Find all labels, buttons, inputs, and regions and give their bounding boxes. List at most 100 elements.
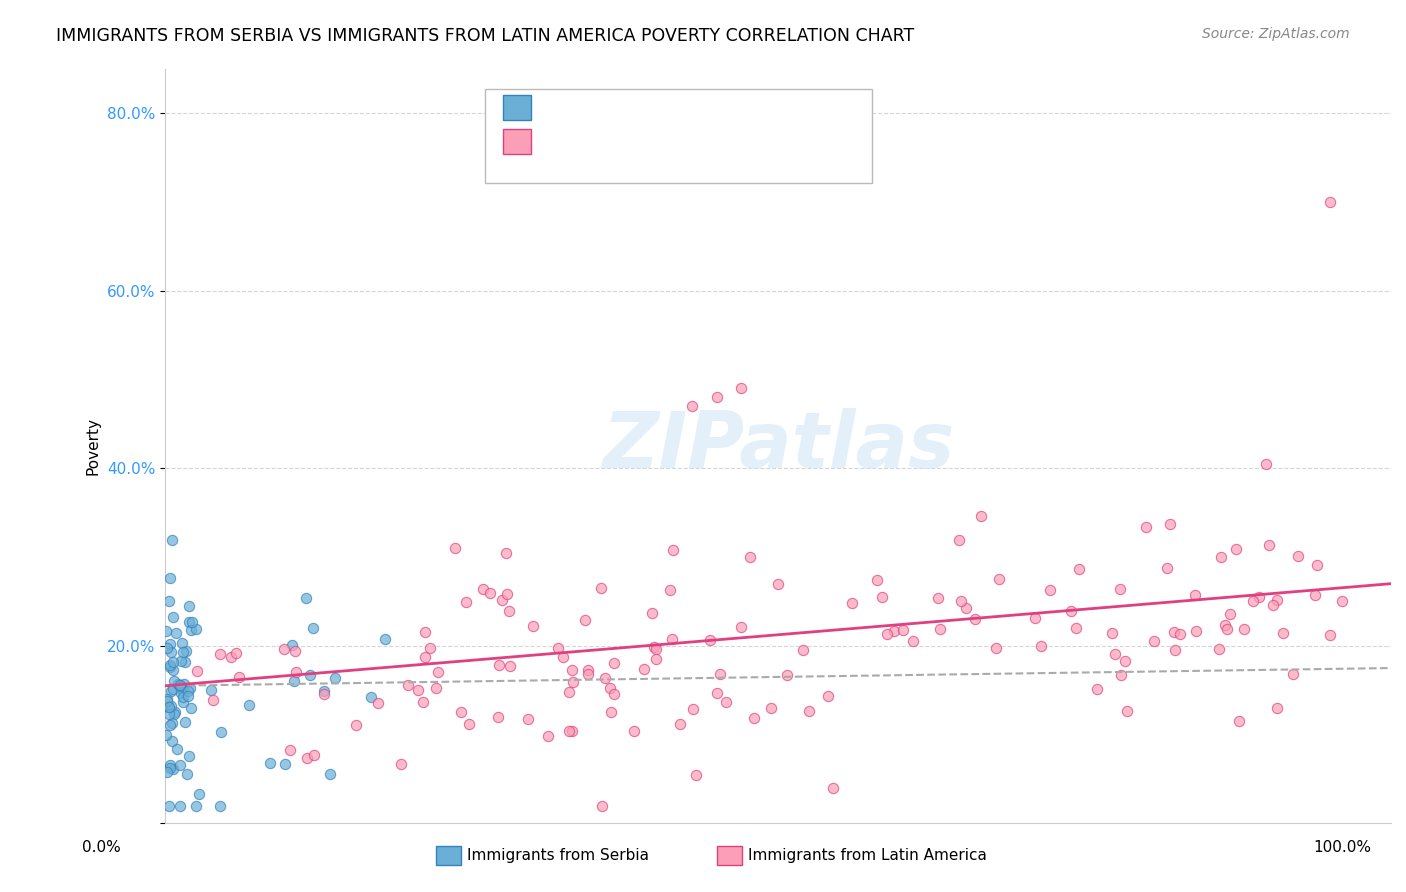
Point bbox=[1247, 590, 1270, 604]
Point bbox=[312, 686, 335, 700]
Point bbox=[498, 659, 520, 673]
Point bbox=[170, 686, 193, 700]
Point bbox=[184, 798, 207, 813]
Point bbox=[1213, 618, 1236, 632]
Point bbox=[685, 767, 707, 781]
Point bbox=[551, 649, 574, 664]
Point bbox=[1067, 562, 1090, 576]
Point bbox=[661, 632, 683, 646]
Point bbox=[413, 625, 436, 640]
Point bbox=[166, 742, 188, 756]
Point bbox=[1330, 594, 1353, 608]
Point bbox=[284, 644, 307, 658]
Point bbox=[1216, 622, 1239, 636]
Point bbox=[547, 640, 569, 655]
Point bbox=[200, 682, 222, 697]
Point bbox=[186, 665, 208, 679]
Point bbox=[1227, 714, 1250, 728]
Point bbox=[950, 594, 973, 608]
Point bbox=[425, 681, 447, 696]
Point bbox=[681, 399, 703, 413]
Point bbox=[157, 699, 180, 714]
Point bbox=[1184, 588, 1206, 602]
Point bbox=[1258, 538, 1281, 552]
Point bbox=[159, 660, 181, 674]
Point bbox=[162, 663, 184, 677]
Point bbox=[458, 717, 481, 731]
Point bbox=[360, 690, 382, 705]
Point bbox=[1209, 550, 1232, 565]
Point bbox=[1085, 682, 1108, 697]
Point bbox=[591, 798, 613, 813]
Point bbox=[522, 618, 544, 632]
Point bbox=[274, 757, 297, 772]
Point bbox=[312, 683, 335, 698]
Point bbox=[987, 572, 1010, 586]
Text: 0.0%: 0.0% bbox=[82, 840, 121, 855]
Point bbox=[159, 718, 181, 732]
Point bbox=[157, 700, 180, 714]
Point bbox=[1066, 621, 1088, 635]
Point bbox=[561, 663, 583, 677]
Point bbox=[165, 625, 187, 640]
Point bbox=[797, 704, 820, 718]
Point bbox=[162, 681, 184, 696]
Point bbox=[706, 686, 728, 700]
Point bbox=[495, 546, 517, 560]
Point bbox=[157, 707, 180, 722]
Point bbox=[709, 666, 731, 681]
Point bbox=[408, 683, 430, 698]
Point bbox=[427, 665, 450, 680]
Point bbox=[304, 747, 326, 762]
Point bbox=[1208, 642, 1230, 657]
Text: 147: 147 bbox=[707, 133, 742, 151]
Point bbox=[574, 613, 596, 627]
Point bbox=[495, 587, 517, 601]
Point bbox=[228, 670, 250, 684]
Point bbox=[1319, 628, 1341, 642]
Point bbox=[177, 683, 200, 698]
Point bbox=[669, 716, 692, 731]
Point bbox=[699, 633, 721, 648]
Point bbox=[319, 767, 342, 781]
Point bbox=[174, 714, 197, 729]
Point bbox=[792, 643, 814, 657]
Text: Immigrants from Serbia: Immigrants from Serbia bbox=[467, 848, 648, 863]
Point bbox=[1303, 588, 1326, 602]
Point bbox=[180, 623, 202, 637]
Point bbox=[174, 644, 197, 658]
Point bbox=[181, 615, 204, 630]
Point bbox=[742, 710, 765, 724]
Point bbox=[221, 649, 243, 664]
Point bbox=[1156, 561, 1178, 575]
Point bbox=[157, 594, 180, 608]
Point bbox=[955, 601, 977, 615]
Point bbox=[479, 586, 502, 600]
Point bbox=[562, 675, 585, 690]
Point bbox=[298, 668, 321, 682]
Point bbox=[162, 610, 184, 624]
Point bbox=[176, 767, 198, 781]
Point bbox=[927, 591, 949, 605]
Point bbox=[155, 624, 177, 638]
Point bbox=[156, 640, 179, 655]
Point bbox=[706, 390, 728, 404]
Point bbox=[1225, 541, 1247, 556]
Point bbox=[633, 662, 655, 676]
Point bbox=[1265, 701, 1288, 715]
Point bbox=[1282, 666, 1305, 681]
Point bbox=[682, 701, 704, 715]
Point bbox=[1116, 704, 1139, 718]
Text: R =: R = bbox=[541, 133, 578, 151]
Point bbox=[883, 624, 905, 638]
Point bbox=[1319, 194, 1341, 209]
Point bbox=[537, 729, 560, 743]
Point bbox=[396, 678, 419, 692]
Point bbox=[498, 604, 520, 618]
Point bbox=[876, 627, 898, 641]
Point bbox=[641, 606, 664, 620]
Point bbox=[188, 787, 211, 801]
Point bbox=[160, 645, 183, 659]
Point bbox=[285, 665, 308, 679]
Point bbox=[1164, 642, 1187, 657]
